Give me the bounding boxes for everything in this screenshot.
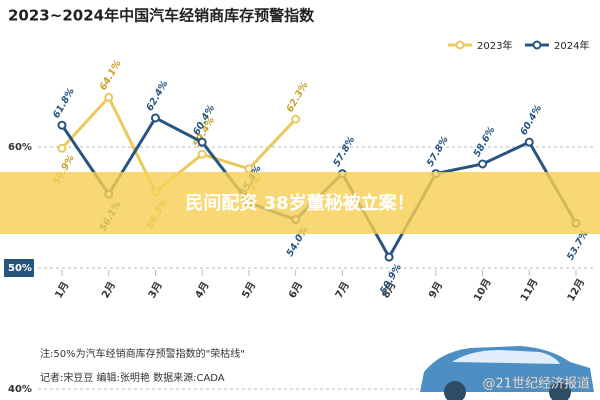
y-tick-label: 50%	[8, 263, 32, 274]
chart-title: 2023~2024年中国汽车经销商库存预警指数	[8, 7, 315, 25]
data-point	[104, 92, 114, 102]
y-tick-label: 40%	[8, 384, 32, 395]
banner-background	[0, 172, 600, 234]
note: 注:50%为汽车经销商库存预警指数的"荣枯线"	[40, 347, 245, 360]
y-tick-label: 60%	[8, 142, 32, 153]
note: 记者:宋豆豆 编辑:张明艳 数据来源:CADA	[40, 371, 225, 384]
tick-highlight	[4, 259, 34, 277]
data-point	[478, 159, 488, 169]
data-point	[150, 113, 160, 123]
watermark: @21世纪经济报道	[482, 377, 590, 392]
car-illustration	[420, 346, 594, 400]
banner-text: 民间配资 38岁董秘被立案！	[185, 192, 414, 214]
legend-marker	[455, 40, 465, 50]
legend-label: 2023年	[477, 39, 512, 52]
data-point	[57, 143, 67, 153]
data-point	[197, 137, 207, 147]
data-point	[524, 137, 534, 147]
legend-label: 2024年	[554, 39, 589, 52]
data-point	[57, 120, 67, 130]
legend-marker	[532, 40, 542, 50]
data-point	[197, 149, 207, 159]
data-point	[384, 252, 394, 262]
data-point	[291, 114, 301, 124]
